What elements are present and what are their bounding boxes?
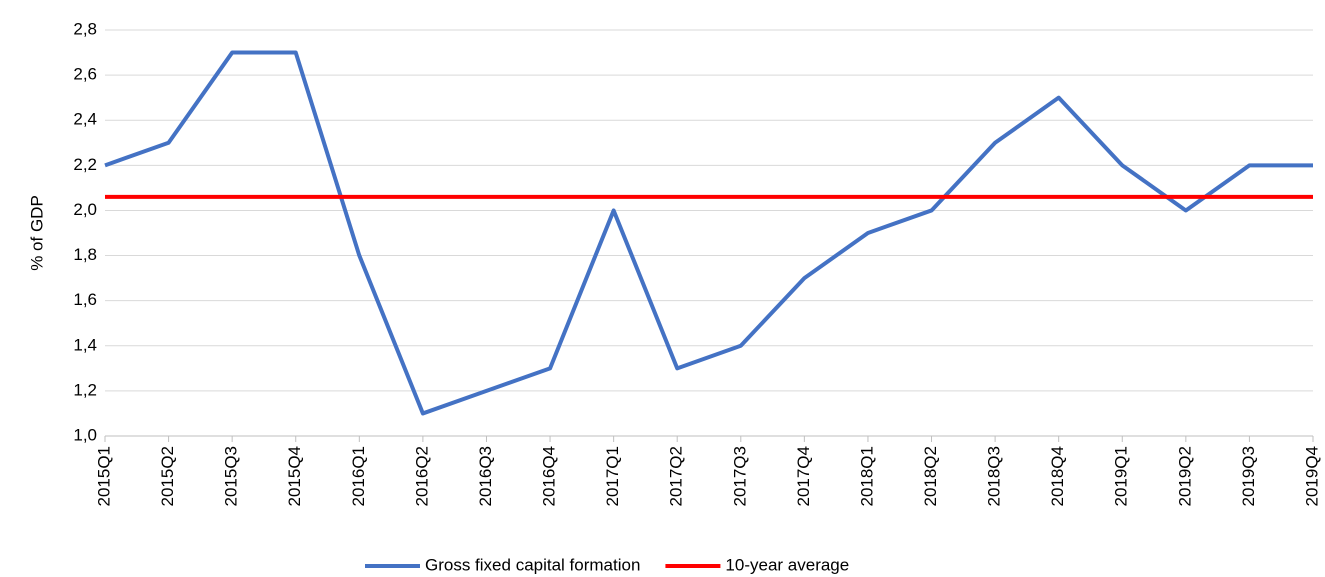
y-tick-label: 2,8 [73,19,97,38]
x-tick-label: 2015Q1 [94,446,113,507]
y-tick-label: 1,6 [73,290,97,309]
y-tick-label: 1,4 [73,335,97,354]
x-tick-label: 2018Q1 [857,446,876,507]
legend-label: 10-year average [725,555,849,574]
x-tick-label: 2015Q4 [285,446,304,507]
y-tick-label: 2,6 [73,65,97,84]
x-tick-label: 2018Q2 [921,446,940,507]
x-tick-label: 2019Q2 [1175,446,1194,507]
x-tick-label: 2016Q1 [349,446,368,507]
x-tick-label: 2016Q4 [540,446,559,507]
y-tick-label: 1,2 [73,380,97,399]
x-tick-label: 2019Q1 [1112,446,1131,507]
x-tick-label: 2015Q2 [158,446,177,507]
x-tick-label: 2017Q3 [730,446,749,507]
x-tick-label: 2018Q3 [985,446,1004,507]
x-tick-label: 2017Q1 [603,446,622,507]
y-axis-label: % of GDP [27,195,46,271]
y-tick-label: 1,0 [73,425,97,444]
x-tick-label: 2019Q3 [1239,446,1258,507]
x-tick-label: 2019Q4 [1302,446,1321,507]
y-tick-label: 2,0 [73,200,97,219]
x-tick-label: 2017Q2 [667,446,686,507]
x-tick-label: 2015Q3 [222,446,241,507]
x-tick-label: 2016Q2 [412,446,431,507]
series-line [104,50,1313,416]
y-tick-label: 1,8 [73,245,97,264]
y-tick-label: 2,4 [73,110,97,129]
y-tick-label: 2,2 [73,155,97,174]
x-tick-label: 2016Q3 [476,446,495,507]
x-tick-label: 2018Q4 [1048,446,1067,507]
legend-label: Gross fixed capital formation [425,555,640,574]
x-tick-label: 2017Q4 [794,446,813,507]
